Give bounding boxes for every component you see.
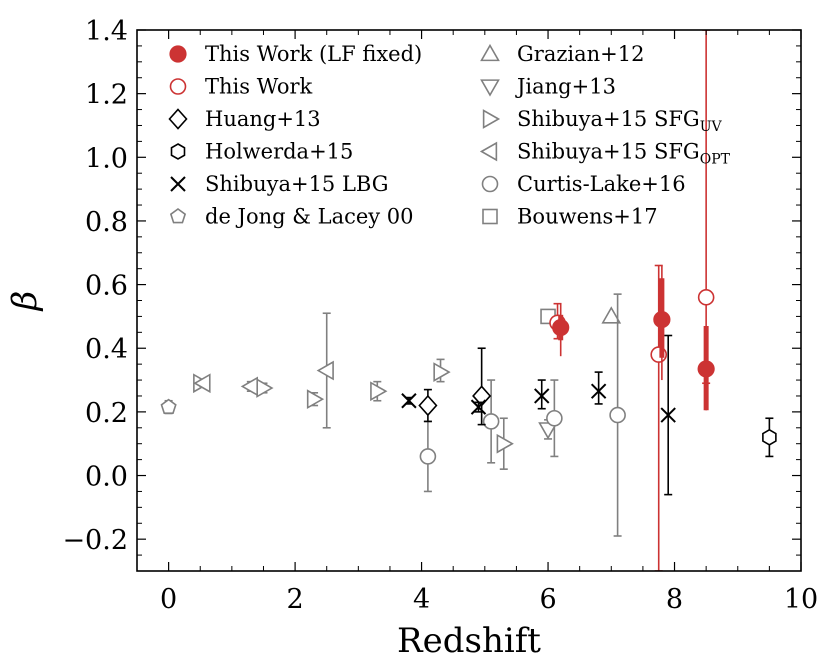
point-huang-13 bbox=[418, 394, 438, 417]
legend-marker-shibuya-15-sfg-opt bbox=[479, 141, 498, 162]
legend-label-shibuya-15-sfg-opt: Shibuya+15 SFGOPT bbox=[517, 140, 731, 168]
legend: This Work (LF fixed) This Work Huang+13 Hol… bbox=[168, 42, 731, 229]
point-shibuya-15-sfg-opt bbox=[193, 373, 211, 394]
legend-marker-this-work bbox=[169, 78, 187, 95]
legend-label-curtis-lake-16: Curtis-Lake+16 bbox=[517, 172, 686, 196]
y-tick-label: 1.0 bbox=[85, 143, 128, 174]
point-shibuya-15-lbg bbox=[401, 393, 417, 409]
legend-label-shibuya-15-sfg-uv: Shibuya+15 SFGUV bbox=[517, 107, 723, 135]
point-curtis-lake-16 bbox=[609, 406, 626, 424]
point-shibuya-15-sfg-opt bbox=[316, 360, 334, 381]
legend-marker-holwerda-15 bbox=[170, 143, 186, 160]
point-shibuya-15-sfg-uv bbox=[306, 389, 325, 410]
legend-marker-shibuya-15-sfg-uv bbox=[482, 109, 501, 129]
legend-marker-bouwens-17 bbox=[482, 208, 498, 225]
x-tick-label: 0 bbox=[160, 584, 177, 615]
legend-marker-de-jong-lacey-00 bbox=[169, 208, 187, 224]
point-holwerda-15 bbox=[762, 428, 777, 446]
x-tick-label: 2 bbox=[287, 584, 304, 615]
legend-label-subscript: OPT bbox=[700, 152, 731, 168]
point-shibuya-15-sfg-uv bbox=[370, 381, 388, 402]
point-this-work-lf-fixed bbox=[552, 318, 570, 337]
x-tick-label: 10 bbox=[784, 584, 818, 615]
point-grazian-12 bbox=[601, 306, 622, 324]
legend-label-huang-13: Huang+13 bbox=[205, 107, 321, 131]
legend-label-bouwens-17: Bouwens+17 bbox=[517, 205, 658, 229]
x-tick-label: 4 bbox=[413, 584, 430, 615]
legend-label-this-work: This Work bbox=[205, 75, 313, 99]
legend-marker-this-work-lf-fixed bbox=[169, 45, 187, 63]
y-tick-label: 1.4 bbox=[85, 16, 128, 47]
point-shibuya-15-sfg-uv bbox=[433, 362, 451, 382]
y-tick-label: 0.6 bbox=[85, 271, 128, 302]
legend-marker-shibuya-15-lbg bbox=[170, 176, 186, 192]
legend-marker-curtis-lake-16 bbox=[481, 175, 499, 193]
point-this-work-lf-fixed bbox=[697, 360, 715, 378]
legend-label-jiang-13: Jiang+13 bbox=[515, 75, 616, 99]
point-shibuya-15-sfg-uv bbox=[496, 433, 514, 454]
x-axis-label: Redshift bbox=[397, 621, 541, 661]
point-curtis-lake-16 bbox=[546, 409, 563, 427]
legend-marker-huang-13 bbox=[168, 108, 188, 130]
point-curtis-lake-16 bbox=[482, 413, 500, 430]
legend-label-shibuya-15-lbg: Shibuya+15 LBG bbox=[205, 172, 389, 196]
point-shibuya-15-lbg bbox=[660, 407, 676, 423]
legend-marker-jiang-13 bbox=[480, 79, 500, 97]
y-tick-label: 0.0 bbox=[85, 462, 128, 493]
y-tick-label: 0.2 bbox=[85, 398, 128, 429]
legend-label-grazian-12: Grazian+12 bbox=[517, 42, 644, 66]
x-tick-label: 6 bbox=[539, 584, 556, 615]
point-shibuya-15-lbg bbox=[470, 399, 487, 415]
data-marks bbox=[160, 30, 777, 571]
y-axis-label: β bbox=[5, 291, 45, 313]
point-shibuya-15-sfg-uv bbox=[256, 378, 274, 398]
legend-label-de-jong-lacey-00: de Jong & Lacey 00 bbox=[205, 205, 414, 229]
y-tick-label: 0.8 bbox=[85, 207, 128, 238]
legend-label-subscript: UV bbox=[700, 119, 723, 135]
point-this-work bbox=[697, 289, 715, 306]
point-curtis-lake-16 bbox=[419, 448, 437, 465]
axis-ticks: 0 2 4 6 8 10 −0.2 0.0 0.2 0.4 0.6 0.8 1.0 1.2 1.4 bbox=[62, 16, 818, 615]
legend-marker-grazian-12 bbox=[480, 43, 500, 62]
point-this-work-lf-fixed bbox=[653, 310, 671, 329]
point-shibuya-15-lbg bbox=[534, 388, 550, 404]
x-tick-label: 8 bbox=[666, 584, 683, 615]
point-shibuya-15-sfg-opt bbox=[240, 376, 259, 397]
legend-label-this-work-lf-fixed: This Work (LF fixed) bbox=[205, 42, 422, 66]
y-tick-label: −0.2 bbox=[62, 525, 128, 556]
y-tick-label: 0.4 bbox=[85, 334, 128, 365]
plot-area bbox=[160, 30, 777, 571]
point-de-jong-lacey-00 bbox=[160, 398, 177, 414]
point-shibuya-15-lbg bbox=[590, 383, 607, 399]
y-tick-label: 1.2 bbox=[85, 80, 128, 111]
legend-label-holwerda-15: Holwerda+15 bbox=[205, 140, 353, 164]
